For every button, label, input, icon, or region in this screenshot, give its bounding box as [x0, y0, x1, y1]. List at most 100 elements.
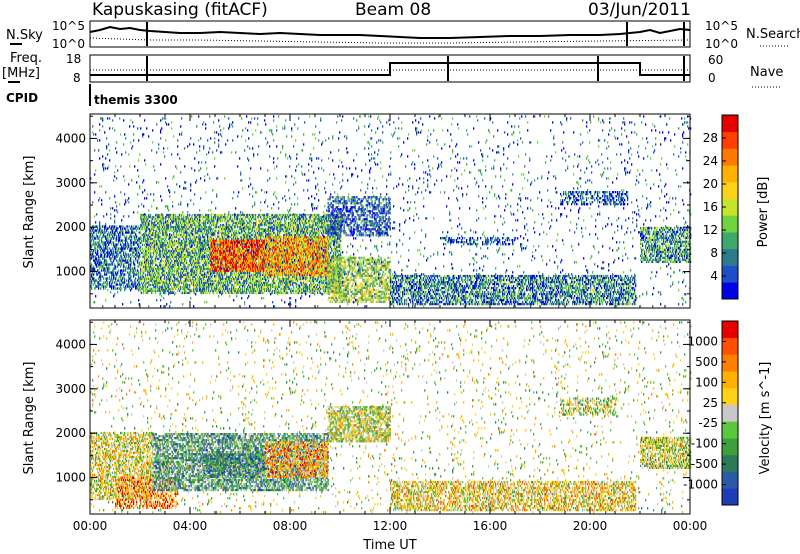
- range-gate-cell: [149, 245, 151, 249]
- range-gate-cell: [208, 225, 210, 229]
- range-gate-cell: [103, 225, 105, 228]
- range-gate-cell: [143, 253, 145, 257]
- range-gate-cell: [152, 283, 154, 287]
- range-gate-cell: [166, 229, 168, 233]
- range-gate-cell: [124, 243, 126, 246]
- range-gate-cell: [170, 233, 172, 237]
- range-gate-cell: [200, 237, 202, 241]
- range-gate-cell: [177, 271, 179, 275]
- cpid-label: CPID: [6, 91, 38, 105]
- range-gate-cell: [157, 233, 159, 237]
- range-gate-cell: [169, 241, 171, 245]
- range-gate-cell: [185, 265, 187, 269]
- range-gate-cell: [209, 259, 211, 263]
- range-gate-cell: [132, 247, 134, 250]
- range-gate-cell: [111, 263, 113, 266]
- range-gate-cell: [125, 251, 127, 254]
- range-gate-cell: [218, 215, 220, 219]
- range-gate-cell: [90, 267, 92, 270]
- range-gate-cell: [191, 223, 193, 227]
- range-gate-cell: [137, 287, 139, 290]
- range-gate-cell: [157, 273, 159, 277]
- range-gate-cell: [205, 225, 207, 229]
- range-gate-cell: [150, 229, 152, 233]
- range-gate-cell: [272, 233, 274, 237]
- range-gate-cell: [153, 245, 155, 249]
- range-gate-cell: [142, 263, 144, 267]
- range-gate-cell: [141, 227, 143, 231]
- range-gate-cell: [192, 239, 194, 243]
- range-gate-cell: [256, 233, 258, 237]
- range-gate-cell: [158, 225, 160, 229]
- range-gate-cell: [99, 227, 101, 230]
- range-gate-cell: [198, 261, 200, 265]
- range-gate-cell: [148, 249, 150, 253]
- range-gate-cell: [148, 239, 150, 243]
- range-gate-cell: [177, 251, 179, 255]
- range-gate-cell: [140, 235, 142, 239]
- range-gate-cell: [211, 271, 213, 275]
- range-gate-cell: [105, 281, 107, 284]
- range-gate-cell: [146, 215, 148, 219]
- range-gate-cell: [122, 277, 124, 280]
- range-gate-cell: [154, 271, 156, 275]
- range-gate-cell: [185, 249, 187, 253]
- range-gate-cell: [164, 275, 166, 279]
- range-gate-cell: [121, 245, 123, 248]
- range-gate-cell: [179, 241, 181, 245]
- range-gate-cell: [138, 281, 140, 284]
- range-gate-cell: [142, 267, 144, 271]
- range-gate-cell: [207, 267, 209, 271]
- range-gate-cell: [245, 283, 247, 287]
- range-gate-cell: [97, 227, 99, 230]
- range-gate-cell: [161, 217, 163, 221]
- range-gate-cell: [144, 215, 146, 219]
- range-gate-cell: [164, 251, 166, 255]
- range-gate-cell: [198, 235, 200, 239]
- range-gate-cell: [113, 267, 115, 270]
- range-gate-cell: [169, 243, 171, 247]
- range-gate-cell: [195, 259, 197, 263]
- range-gate-cell: [266, 289, 268, 293]
- range-gate-cell: [103, 267, 105, 270]
- range-gate-cell: [129, 237, 131, 240]
- range-gate-cell: [188, 221, 190, 225]
- range-gate-cell: [219, 213, 221, 217]
- range-gate-cell: [202, 283, 204, 287]
- range-gate-cell: [112, 273, 114, 276]
- range-gate-cell: [162, 241, 164, 245]
- range-gate-cell: [209, 219, 211, 223]
- range-gate-cell: [146, 261, 148, 265]
- range-gate-cell: [139, 231, 141, 234]
- range-gate-cell: [144, 243, 146, 247]
- range-gate-cell: [174, 243, 176, 247]
- range-gate-cell: [155, 229, 157, 233]
- range-gate-cell: [132, 283, 134, 286]
- range-gate-cell: [194, 231, 196, 235]
- range-gate-cell: [232, 223, 234, 227]
- range-gate-cell: [121, 263, 123, 266]
- range-gate-cell: [201, 271, 203, 275]
- range-gate-cell: [174, 241, 176, 245]
- range-gate-cell: [159, 227, 161, 231]
- range-gate-cell: [219, 271, 221, 275]
- range-gate-cell: [202, 291, 204, 295]
- range-gate-cell: [194, 237, 196, 241]
- range-gate-cell: [162, 231, 164, 235]
- range-gate-cell: [190, 275, 192, 279]
- range-gate-cell: [163, 263, 165, 267]
- range-gate-cell: [199, 267, 201, 271]
- range-gate-cell: [197, 261, 199, 265]
- range-gate-cell: [129, 283, 131, 286]
- range-gate-cell: [130, 233, 132, 236]
- range-gate-cell: [213, 291, 215, 295]
- range-gate-cell: [190, 259, 192, 263]
- range-gate-cell: [108, 271, 110, 274]
- range-gate-cell: [208, 243, 210, 247]
- range-gate-cell: [200, 239, 202, 243]
- range-gate-cell: [230, 215, 232, 219]
- range-gate-cell: [196, 281, 198, 285]
- range-gate-cell: [189, 251, 191, 255]
- range-gate-cell: [197, 243, 199, 247]
- range-gate-cell: [123, 247, 125, 250]
